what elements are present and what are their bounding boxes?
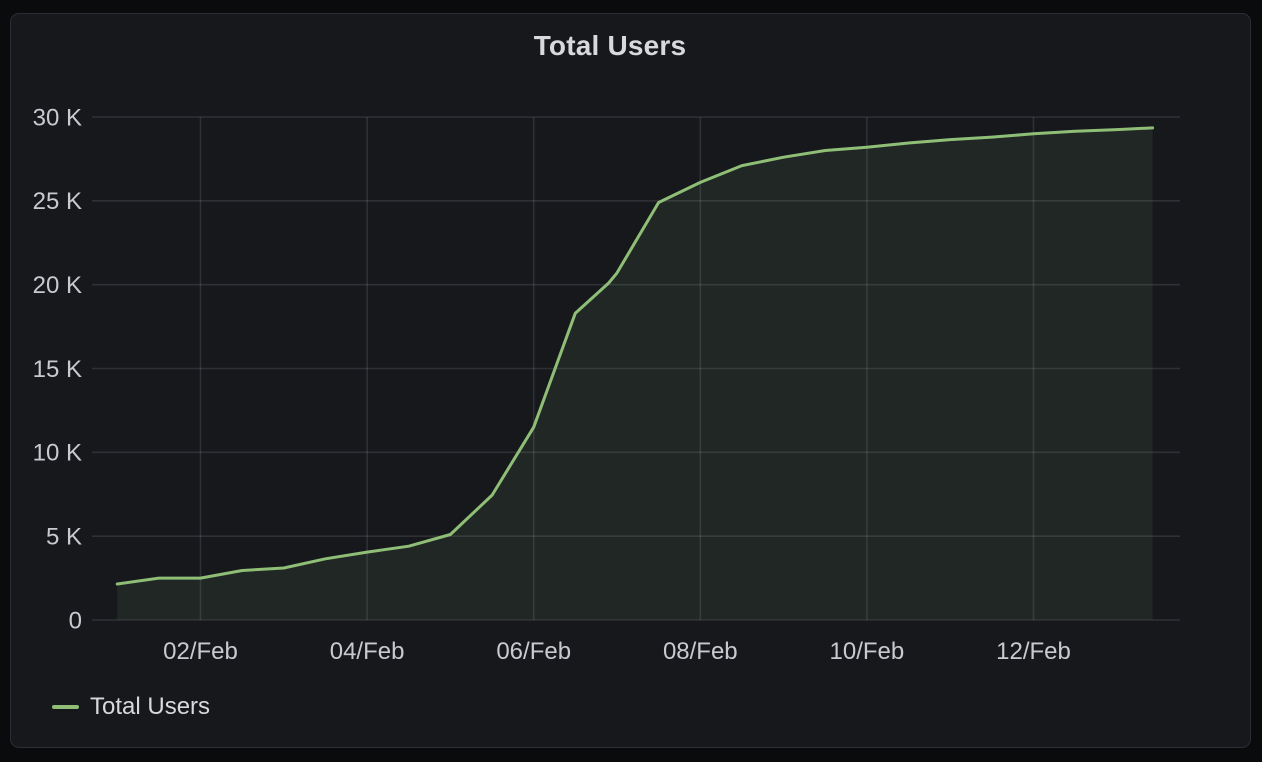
legend-item-total-users[interactable]: Total Users [52, 692, 210, 722]
x-tick-label: 08/Feb [663, 638, 738, 665]
y-tick-label: 15 K [33, 356, 82, 383]
legend: Total Users [52, 692, 210, 722]
y-tick-label: 10 K [33, 440, 82, 467]
series-area [117, 127, 1153, 621]
y-tick-label: 0 [69, 607, 82, 634]
legend-series-label: Total Users [90, 693, 211, 720]
x-tick-label: 02/Feb [163, 638, 238, 665]
x-tick-label: 10/Feb [830, 638, 905, 665]
x-tick-label: 06/Feb [496, 638, 571, 665]
y-tick-label: 5 K [46, 524, 82, 551]
panel-title: Total Users [533, 30, 687, 61]
y-tick-label: 20 K [33, 272, 82, 299]
series-color-swatch-icon [52, 705, 79, 709]
y-tick-label: 30 K [33, 104, 82, 131]
x-tick-label: 04/Feb [330, 638, 405, 665]
y-tick-label: 25 K [33, 188, 82, 215]
panel-total-users [10, 13, 1251, 748]
series-line [115, 126, 1155, 586]
x-tick-label: 12/Feb [996, 638, 1071, 665]
